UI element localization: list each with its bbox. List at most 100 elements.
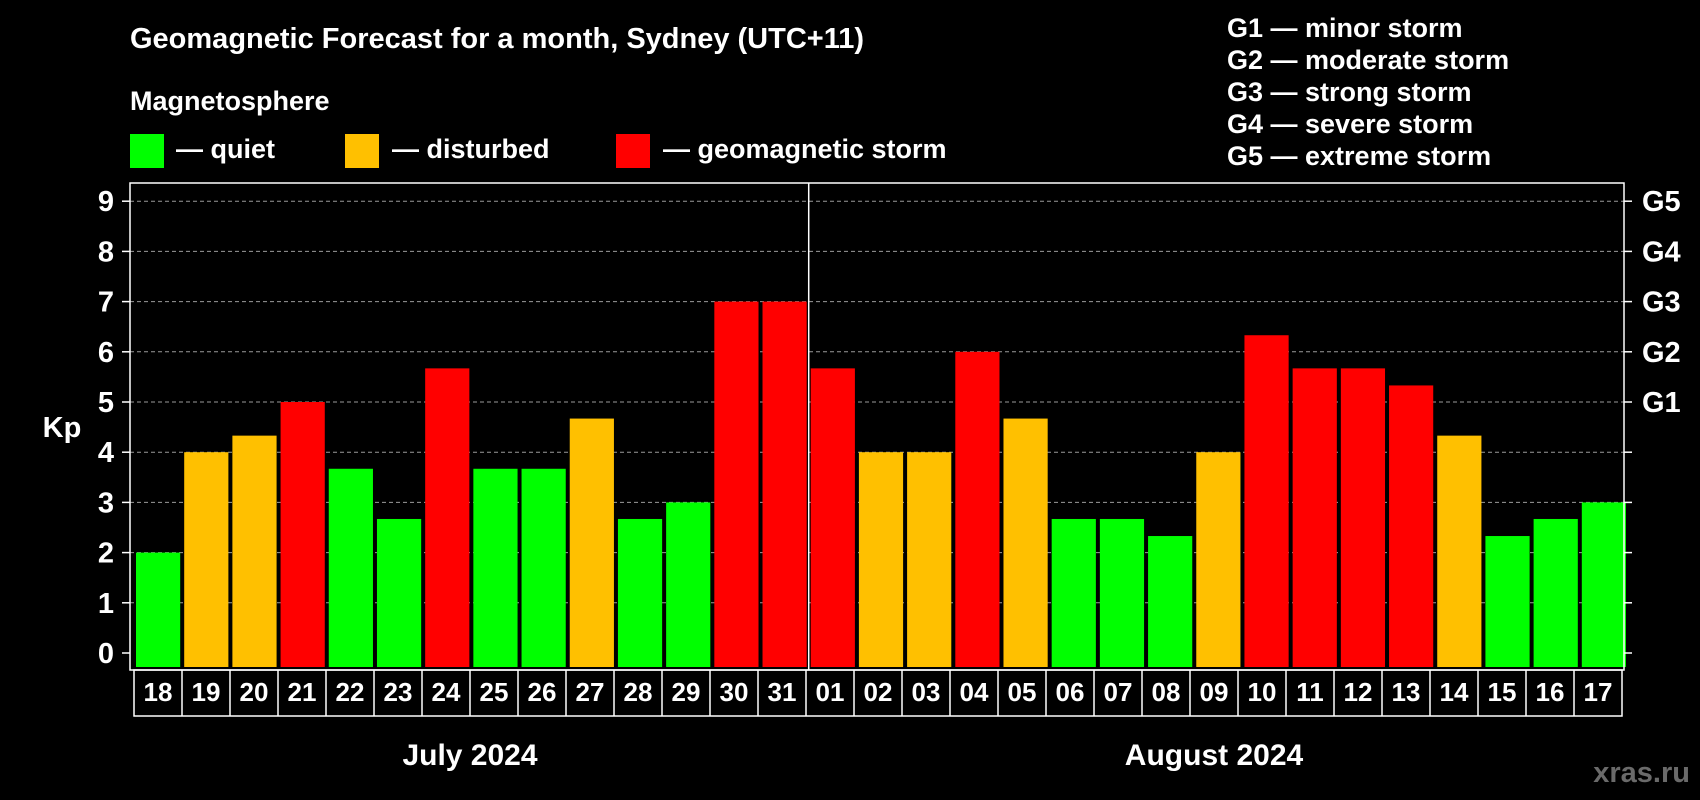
g-scale-label-g4: G4 — [1642, 236, 1681, 268]
day-label-06: 06 — [1056, 677, 1085, 707]
bar-17 — [1581, 502, 1626, 667]
legend-label-storm: — geomagnetic storm — [663, 134, 947, 164]
day-label-23: 23 — [384, 677, 413, 707]
day-label-07: 07 — [1104, 677, 1133, 707]
bar-19 — [184, 452, 229, 667]
y-tick-label: 9 — [98, 186, 114, 218]
legend-label-quiet: — quiet — [176, 134, 275, 164]
bar-04 — [955, 351, 1000, 667]
day-axis-box — [133, 669, 1623, 717]
bar-08 — [1148, 536, 1193, 667]
bar-29 — [666, 502, 711, 667]
legend-swatch-disturbed — [345, 134, 379, 168]
y-tick-label: 3 — [98, 487, 114, 519]
storm-scale-g3: G3 — strong storm — [1227, 77, 1472, 107]
bar-06 — [1051, 518, 1096, 667]
day-label-29: 29 — [672, 677, 701, 707]
bar-12 — [1340, 368, 1386, 667]
day-label-21: 21 — [288, 677, 317, 707]
bar-23 — [376, 518, 422, 667]
g-scale-label-g5: G5 — [1642, 186, 1681, 218]
chart-title: Geomagnetic Forecast for a month, Sydney… — [130, 23, 864, 55]
day-label-31: 31 — [768, 677, 797, 707]
day-label-30: 30 — [720, 677, 749, 707]
y-tick-label: 2 — [98, 538, 114, 570]
day-label-18: 18 — [144, 677, 173, 707]
day-label-14: 14 — [1440, 677, 1469, 707]
day-label-19: 19 — [192, 677, 221, 707]
month-labels: July 2024 August 2024 — [402, 739, 1303, 772]
storm-scale-legend: G1 — minor storm G2 — moderate storm G3 … — [1227, 13, 1509, 171]
y-tick-label: 8 — [98, 236, 114, 268]
chart-subtitle: Magnetosphere — [130, 86, 330, 116]
bar-20 — [232, 435, 277, 667]
bar-30 — [714, 301, 759, 667]
bar-21 — [280, 402, 325, 667]
y-axis-ticks: 0 1 2 3 4 5 6 7 8 9 — [98, 186, 130, 670]
y-tick-label: 4 — [98, 437, 114, 469]
day-label-24: 24 — [432, 677, 461, 707]
day-label-03: 03 — [912, 677, 941, 707]
day-label-13: 13 — [1392, 677, 1421, 707]
bar-22 — [328, 468, 373, 667]
day-label-10: 10 — [1248, 677, 1277, 707]
bar-03 — [907, 452, 952, 667]
bar-02 — [858, 452, 904, 667]
bar-01 — [810, 368, 855, 667]
day-label-09: 09 — [1200, 677, 1229, 707]
bars — [136, 301, 1626, 667]
day-label-12: 12 — [1344, 677, 1373, 707]
day-label-11: 11 — [1296, 677, 1324, 707]
bar-25 — [473, 468, 518, 667]
y-tick-label: 5 — [98, 387, 114, 419]
bar-09 — [1196, 452, 1241, 667]
day-label-20: 20 — [240, 677, 269, 707]
bar-14 — [1437, 435, 1482, 667]
bar-11 — [1292, 368, 1337, 667]
bar-15 — [1485, 536, 1530, 667]
bar-13 — [1389, 385, 1434, 667]
day-label-16: 16 — [1536, 677, 1565, 707]
bar-28 — [617, 518, 663, 667]
legend-swatch-quiet — [130, 134, 164, 168]
day-label-01: 01 — [816, 677, 845, 707]
y-tick-label: 0 — [98, 638, 114, 670]
storm-scale-g2: G2 — moderate storm — [1227, 45, 1509, 75]
day-label-25: 25 — [480, 677, 509, 707]
bar-27 — [569, 418, 614, 667]
bar-07 — [1099, 518, 1145, 667]
day-label-08: 08 — [1152, 677, 1181, 707]
g-scale-axis: G1 G2 G3 G4 G5 — [1624, 186, 1681, 654]
bar-18 — [136, 552, 181, 667]
day-label-05: 05 — [1008, 677, 1037, 707]
day-label-17: 17 — [1584, 677, 1613, 707]
bar-26 — [521, 468, 566, 667]
storm-scale-g5: G5 — extreme storm — [1227, 141, 1491, 171]
bar-31 — [762, 301, 807, 667]
g-scale-label-g3: G3 — [1642, 287, 1681, 319]
day-label-27: 27 — [576, 677, 605, 707]
month-label-august: August 2024 — [1125, 739, 1304, 772]
watermark: xras.ru — [1593, 757, 1690, 789]
storm-scale-g4: G4 — severe storm — [1227, 109, 1473, 139]
y-tick-label: 7 — [98, 287, 114, 319]
legend: — quiet — disturbed — geomagnetic storm — [130, 134, 947, 168]
g-scale-label-g2: G2 — [1642, 337, 1681, 369]
y-tick-label: 1 — [98, 588, 114, 620]
legend-label-disturbed: — disturbed — [392, 134, 550, 164]
legend-swatch-storm — [616, 134, 650, 168]
y-axis-label: Kp — [43, 412, 82, 444]
day-axis: 18 19 20 21 22 23 24 25 26 27 28 29 30 31 01 02 03 04 05 06… — [133, 669, 1623, 717]
day-label-02: 02 — [864, 677, 893, 707]
storm-scale-g1: G1 — minor storm — [1227, 13, 1463, 43]
bar-10 — [1244, 335, 1289, 667]
month-label-july: July 2024 — [402, 739, 537, 772]
bar-05 — [1003, 418, 1048, 667]
day-label-26: 26 — [528, 677, 557, 707]
g-scale-label-g1: G1 — [1642, 387, 1681, 419]
day-label-28: 28 — [624, 677, 653, 707]
bar-16 — [1533, 518, 1578, 667]
day-label-15: 15 — [1488, 677, 1517, 707]
bar-24 — [425, 368, 470, 667]
